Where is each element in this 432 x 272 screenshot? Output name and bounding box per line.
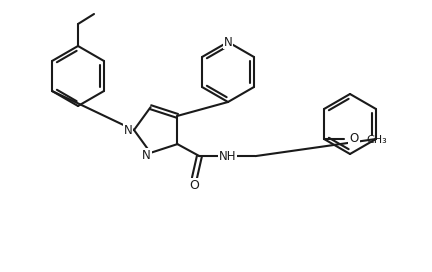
Text: N: N — [142, 149, 151, 162]
Text: CH₃: CH₃ — [366, 135, 387, 145]
Text: N: N — [124, 123, 132, 137]
Text: O: O — [349, 132, 359, 146]
Text: N: N — [224, 36, 232, 48]
Text: NH: NH — [219, 150, 236, 163]
Text: O: O — [190, 179, 199, 191]
